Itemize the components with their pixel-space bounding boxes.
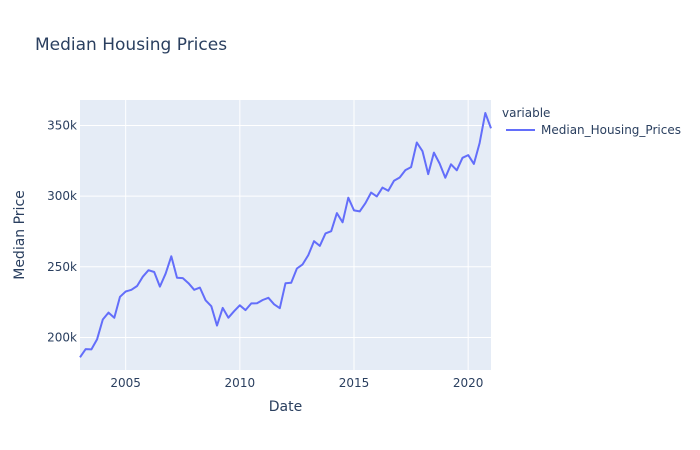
- y-tick-label: 300k: [47, 189, 77, 203]
- x-tick-label: 2005: [110, 376, 141, 390]
- x-axis-title: Date: [269, 399, 302, 415]
- chart-title: Median Housing Prices: [35, 35, 227, 55]
- y-axis-title: Median Price: [12, 190, 28, 280]
- x-axis-ticks: 2005 2010 2015 2020: [110, 376, 483, 390]
- legend[interactable]: variable Median_Housing_Prices: [502, 106, 681, 137]
- x-tick-label: 2020: [453, 376, 484, 390]
- gridlines: [80, 100, 491, 370]
- series-layer: [79, 112, 492, 358]
- series-line[interactable]: [79, 112, 492, 358]
- y-tick-label: 200k: [47, 330, 77, 344]
- plot-area: [80, 100, 491, 370]
- legend-title: variable: [502, 106, 550, 120]
- x-tick-label: 2010: [225, 376, 256, 390]
- y-axis-ticks: 200k 250k 300k 350k: [47, 118, 77, 344]
- y-tick-label: 250k: [47, 260, 77, 274]
- y-tick-label: 350k: [47, 118, 77, 132]
- legend-item-label[interactable]: Median_Housing_Prices: [541, 123, 681, 137]
- x-tick-label: 2015: [339, 376, 370, 390]
